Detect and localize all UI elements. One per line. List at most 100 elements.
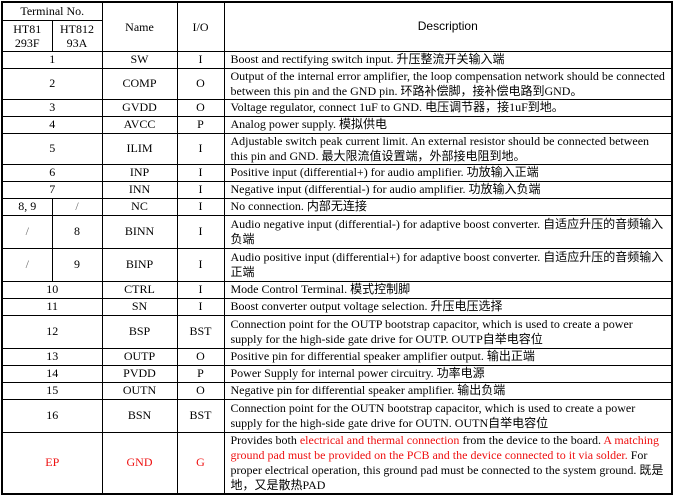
header-io: I/O <box>176 1 225 52</box>
table-row-ep: EP GND G Provides both electrical and the… <box>1 431 673 495</box>
header-description: Description <box>223 1 673 52</box>
pin-name: GND <box>101 431 178 495</box>
description-segment: Provides both <box>230 432 300 447</box>
pin-ht81293f: / <box>1 214 53 249</box>
table-row: 6 INP I Positive input (differential+) for … <box>1 163 673 182</box>
pin-io: I <box>176 132 225 165</box>
pin-number: 1 <box>1 50 103 69</box>
pin-description: Power Supply for internal power circuitr… <box>223 364 673 383</box>
description-segment: from the device to the board. <box>459 432 604 447</box>
pin-description: Negative input (differential-) for audio… <box>223 180 673 199</box>
pin-description: Voltage regulator, connect 1uF to GND. 电… <box>223 98 673 117</box>
pin-name: BINN <box>101 214 178 249</box>
description-segment: For proper electrical operation, this gr… <box>230 447 664 492</box>
pin-description: Negative pin for differential speaker am… <box>223 381 673 400</box>
pin-name: NC <box>101 197 178 216</box>
pin-number: 11 <box>1 297 103 316</box>
pin-number: 5 <box>1 132 103 165</box>
pin-ht81293a: 8 <box>51 214 103 249</box>
pin-description: Mode Control Terminal. 模式控制脚 <box>223 280 673 299</box>
header-ht81293a: HT812 93A <box>51 19 103 52</box>
pin-io: I <box>176 50 225 69</box>
table-row: 14 PVDD P Power Supply for internal power c… <box>1 364 673 383</box>
pin-io: I <box>176 297 225 316</box>
pin-name: GVDD <box>101 98 178 117</box>
pin-name: OUTN <box>101 381 178 400</box>
pin-number: 7 <box>1 180 103 199</box>
pin-number: 13 <box>1 347 103 366</box>
pin-io: I <box>176 214 225 249</box>
pin-number: 10 <box>1 280 103 299</box>
pin-description: Positive pin for differential speaker am… <box>223 347 673 366</box>
pin-io: O <box>176 381 225 400</box>
table-row: 1 SW I Boost and rectifying switch input. 升… <box>1 50 673 69</box>
pin-io: P <box>176 115 225 134</box>
table-row: 11 SN I Boost converter output voltage sele… <box>1 297 673 316</box>
pin-description: Positive input (differential+) for audio… <box>223 163 673 182</box>
pin-name: SW <box>101 50 178 69</box>
pin-name: ILIM <box>101 132 178 165</box>
table-row: 5 ILIM I Adjustable switch peak current lim… <box>1 132 673 165</box>
pin-description: Connection point for the OUTP bootstrap … <box>223 314 673 349</box>
pin-io: I <box>176 247 225 282</box>
pin-io: I <box>176 163 225 182</box>
pin-description: Adjustable switch peak current limit. An… <box>223 132 673 165</box>
pin-number: 15 <box>1 381 103 400</box>
pin-number: 3 <box>1 98 103 117</box>
table-row: 10 CTRL I Mode Control Terminal. 模式控制脚 <box>1 280 673 299</box>
pin-name: SN <box>101 297 178 316</box>
table-row: 8, 9/NC I No connection. 内部无连接 <box>1 197 673 216</box>
table-row: 2 COMP O Output of the internal error ampli… <box>1 67 673 100</box>
pin-number: 16 <box>1 398 103 433</box>
pin-name: PVDD <box>101 364 178 383</box>
pin-name: BSN <box>101 398 178 433</box>
pin-io: O <box>176 347 225 366</box>
pin-ht81293a: 9 <box>51 247 103 282</box>
pin-io: I <box>176 280 225 299</box>
pin-number: EP <box>1 431 103 495</box>
pin-description: Boost converter output voltage selection… <box>223 297 673 316</box>
pin-io: O <box>176 67 225 100</box>
pin-name: INN <box>101 180 178 199</box>
pin-number: 4 <box>1 115 103 134</box>
pin-number: 6 <box>1 163 103 182</box>
pin-name: AVCC <box>101 115 178 134</box>
pin-name: BSP <box>101 314 178 349</box>
pin-io: I <box>176 197 225 216</box>
header-name: Name <box>101 1 178 52</box>
pin-io: G <box>176 431 225 495</box>
pin-ht81293a: / <box>51 197 103 216</box>
pin-name: INP <box>101 163 178 182</box>
pin-number: 12 <box>1 314 103 349</box>
header-terminal-no: Terminal No. <box>1 1 103 21</box>
table-row: /8 BINN I Audio negative input (differentia… <box>1 214 673 249</box>
table-row: 13 OUTP O Positive pin for differential spe… <box>1 347 673 366</box>
pin-description: Connection point for the OUTN bootstrap … <box>223 398 673 433</box>
pin-description: Provides both electrical and thermal con… <box>223 431 673 495</box>
pin-ht81293f: / <box>1 247 53 282</box>
pin-io: O <box>176 98 225 117</box>
pin-ht81293f: 8, 9 <box>1 197 53 216</box>
description-segment: A matching ground pad must be provided o… <box>230 432 660 462</box>
pin-description: Output of the internal error amplifier, … <box>223 67 673 100</box>
table-row: 15 OUTN O Negative pin for differential spe… <box>1 381 673 400</box>
pin-description: Audio negative input (differential-) for… <box>223 214 673 249</box>
pin-number: 14 <box>1 364 103 383</box>
pin-description: Audio positive input (differential+) for… <box>223 247 673 282</box>
pin-description: No connection. 内部无连接 <box>223 197 673 216</box>
pin-number: 2 <box>1 67 103 100</box>
pin-name: COMP <box>101 67 178 100</box>
pin-io: P <box>176 364 225 383</box>
table-row: 12 BSP BST Connection point for the OUTP bo… <box>1 314 673 349</box>
pin-io: BST <box>176 314 225 349</box>
table-row: 7 INN I Negative input (differential-) for … <box>1 180 673 199</box>
header-ht81293f: HT81 293F <box>1 19 53 52</box>
pin-io: BST <box>176 398 225 433</box>
pin-name: BINP <box>101 247 178 282</box>
pin-name: OUTP <box>101 347 178 366</box>
description-segment: electrical and thermal connection <box>299 432 460 447</box>
pin-description: Analog power supply. 模拟供电 <box>223 115 673 134</box>
table-row: 4 AVCC P Analog power supply. 模拟供电 <box>1 115 673 134</box>
pin-description: Boost and rectifying switch input. 升压整流开… <box>223 50 673 69</box>
